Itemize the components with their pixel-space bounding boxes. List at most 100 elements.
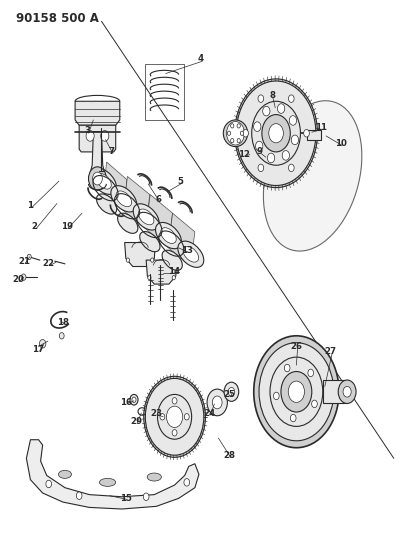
Circle shape: [290, 414, 295, 422]
Text: 13: 13: [180, 246, 192, 255]
Ellipse shape: [99, 479, 115, 486]
Text: 24: 24: [202, 409, 215, 417]
Circle shape: [172, 398, 177, 404]
Text: 22: 22: [43, 260, 55, 268]
Circle shape: [289, 116, 296, 125]
Polygon shape: [26, 440, 198, 509]
Text: 3: 3: [84, 126, 90, 135]
Ellipse shape: [138, 209, 153, 225]
Circle shape: [183, 479, 189, 486]
Text: 27: 27: [324, 348, 336, 356]
Text: 11: 11: [314, 124, 326, 132]
Circle shape: [143, 376, 205, 457]
Text: 26: 26: [290, 342, 302, 351]
Circle shape: [337, 380, 355, 403]
Circle shape: [132, 397, 136, 402]
Circle shape: [126, 258, 129, 262]
Ellipse shape: [223, 120, 247, 147]
Ellipse shape: [155, 222, 181, 249]
Circle shape: [311, 400, 317, 408]
Circle shape: [253, 336, 338, 448]
Polygon shape: [164, 213, 194, 263]
Circle shape: [303, 130, 309, 137]
Text: 21: 21: [18, 257, 30, 265]
Circle shape: [277, 104, 284, 114]
Circle shape: [157, 394, 191, 439]
Text: 4: 4: [197, 54, 204, 63]
Circle shape: [237, 139, 240, 143]
Circle shape: [143, 493, 149, 500]
Ellipse shape: [58, 470, 71, 479]
Circle shape: [230, 124, 233, 128]
Text: 9: 9: [256, 148, 262, 156]
Circle shape: [172, 276, 175, 280]
Ellipse shape: [177, 241, 203, 268]
Circle shape: [262, 106, 269, 116]
Circle shape: [230, 139, 233, 143]
Circle shape: [288, 164, 293, 172]
Polygon shape: [99, 162, 127, 207]
Ellipse shape: [263, 101, 361, 251]
Circle shape: [237, 124, 240, 128]
Circle shape: [147, 276, 151, 280]
Ellipse shape: [96, 194, 117, 214]
Polygon shape: [75, 101, 119, 125]
Polygon shape: [90, 132, 104, 173]
Circle shape: [258, 164, 263, 172]
Text: 14: 14: [168, 268, 180, 276]
Polygon shape: [146, 260, 177, 284]
Circle shape: [342, 386, 350, 397]
Circle shape: [184, 414, 189, 420]
Polygon shape: [119, 176, 149, 226]
Text: 12: 12: [237, 150, 249, 159]
Circle shape: [261, 115, 290, 152]
Ellipse shape: [160, 228, 176, 244]
Circle shape: [255, 141, 262, 151]
Circle shape: [46, 480, 51, 488]
Text: 16: 16: [119, 398, 132, 407]
Circle shape: [76, 492, 82, 499]
Circle shape: [269, 357, 322, 426]
Circle shape: [172, 430, 177, 436]
Circle shape: [145, 378, 203, 455]
Ellipse shape: [96, 173, 111, 189]
Polygon shape: [124, 243, 155, 266]
Ellipse shape: [116, 191, 131, 207]
Circle shape: [100, 131, 109, 141]
Text: 25: 25: [223, 390, 235, 399]
Polygon shape: [79, 125, 115, 152]
Bar: [145, 64, 183, 120]
Ellipse shape: [183, 246, 198, 262]
Circle shape: [59, 333, 64, 339]
Circle shape: [226, 122, 244, 145]
Text: 20: 20: [12, 276, 24, 284]
Circle shape: [280, 372, 311, 412]
Circle shape: [288, 381, 304, 402]
Circle shape: [212, 396, 222, 409]
Text: 18: 18: [57, 318, 69, 327]
Circle shape: [228, 387, 234, 396]
Circle shape: [268, 124, 283, 143]
Circle shape: [240, 131, 243, 135]
Text: 23: 23: [150, 409, 162, 417]
Text: 28: 28: [223, 451, 235, 460]
Ellipse shape: [90, 168, 116, 195]
Circle shape: [253, 122, 260, 132]
Ellipse shape: [133, 204, 159, 230]
Circle shape: [27, 254, 31, 260]
Circle shape: [258, 343, 333, 441]
Circle shape: [21, 274, 26, 280]
Polygon shape: [142, 195, 172, 244]
Text: 10: 10: [334, 140, 346, 148]
Circle shape: [88, 167, 106, 190]
Ellipse shape: [111, 185, 136, 212]
Circle shape: [258, 95, 263, 102]
Circle shape: [39, 340, 46, 348]
Bar: [322, 380, 346, 403]
Circle shape: [234, 79, 317, 188]
Circle shape: [86, 131, 94, 141]
Text: 19: 19: [61, 222, 73, 231]
Ellipse shape: [162, 250, 182, 270]
Circle shape: [166, 406, 182, 427]
Text: 8: 8: [269, 92, 274, 100]
